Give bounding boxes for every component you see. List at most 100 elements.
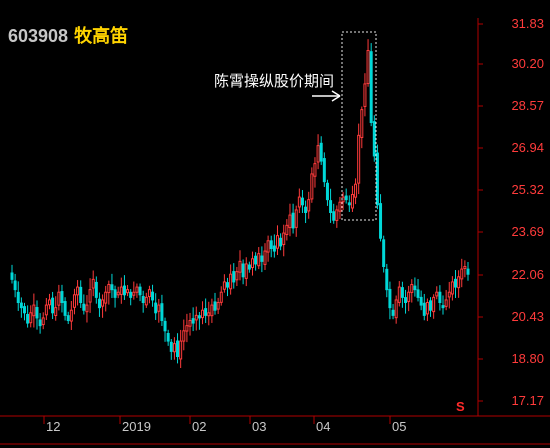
candle-up bbox=[101, 299, 105, 307]
candle-down bbox=[419, 296, 423, 306]
candle-down bbox=[138, 286, 142, 296]
candle-down bbox=[379, 203, 383, 239]
candle-up bbox=[354, 183, 358, 198]
candle-down bbox=[169, 341, 173, 352]
price-tick-label: 20.43 bbox=[511, 309, 544, 324]
candle-up bbox=[294, 209, 298, 228]
candle-down bbox=[26, 313, 30, 324]
candle-up bbox=[182, 330, 186, 342]
candle-down bbox=[82, 303, 86, 311]
price-tick-label: 22.06 bbox=[511, 267, 544, 282]
candle-down bbox=[22, 306, 26, 314]
candle-up bbox=[216, 302, 220, 310]
candle-up bbox=[172, 343, 176, 353]
candle-down bbox=[438, 291, 442, 304]
candle-up bbox=[313, 163, 317, 177]
candle-up bbox=[425, 302, 429, 315]
candle-down bbox=[300, 197, 304, 206]
candle-down bbox=[422, 302, 426, 316]
candle-up bbox=[194, 314, 198, 321]
candle-down bbox=[279, 237, 283, 247]
price-tick-label: 30.20 bbox=[511, 56, 544, 71]
candle-down bbox=[226, 282, 230, 288]
candle-up bbox=[266, 240, 270, 253]
candle-up bbox=[207, 312, 211, 317]
candle-up bbox=[104, 291, 108, 304]
candle-up bbox=[275, 235, 279, 249]
candle-up bbox=[447, 291, 451, 298]
candle-down bbox=[176, 340, 180, 358]
candle-up bbox=[76, 286, 80, 296]
candle-up bbox=[147, 289, 151, 298]
candle-down bbox=[16, 291, 20, 304]
candle-up bbox=[44, 304, 48, 316]
candle-up bbox=[126, 289, 130, 294]
candle-down bbox=[404, 297, 408, 304]
candle-up bbox=[285, 224, 289, 236]
candle-up bbox=[88, 289, 92, 303]
candle-down bbox=[329, 200, 333, 214]
candle-down bbox=[347, 202, 351, 206]
candle-up bbox=[144, 296, 148, 306]
candle-up bbox=[316, 145, 320, 163]
price-tick-label: 28.57 bbox=[511, 98, 544, 113]
candle-down bbox=[141, 296, 145, 304]
candle-up bbox=[310, 173, 314, 200]
candle-down bbox=[416, 289, 420, 298]
candle-up bbox=[432, 296, 436, 313]
candle-down bbox=[10, 272, 14, 280]
candle-down bbox=[197, 315, 201, 319]
candle-up bbox=[210, 304, 214, 317]
candle-down bbox=[382, 239, 386, 268]
candle-down bbox=[13, 280, 17, 291]
candle-up bbox=[29, 312, 33, 324]
candle-down bbox=[325, 182, 329, 201]
candle-down bbox=[66, 315, 70, 322]
candle-up bbox=[91, 278, 95, 289]
candle-down bbox=[304, 206, 308, 213]
candle-down bbox=[388, 288, 392, 309]
price-tick-label: 26.94 bbox=[511, 140, 544, 155]
candle-up bbox=[350, 193, 354, 209]
candle-up bbox=[282, 232, 286, 245]
candle-down bbox=[166, 332, 170, 342]
candle-down bbox=[38, 319, 42, 327]
sell-signal-marker[interactable]: S bbox=[456, 399, 465, 414]
candle-up bbox=[72, 294, 76, 308]
stock-title: 603908 牧高笛 bbox=[8, 22, 128, 48]
candle-up bbox=[185, 325, 189, 332]
candle-down bbox=[391, 309, 395, 316]
candle-down bbox=[375, 152, 379, 206]
candle-down bbox=[413, 285, 417, 291]
candle-up bbox=[107, 284, 111, 294]
candle-up bbox=[244, 263, 248, 279]
candle-up bbox=[288, 214, 292, 229]
candle-up bbox=[135, 286, 139, 293]
candle-up bbox=[307, 199, 311, 212]
candle-down bbox=[51, 297, 55, 314]
candle-up bbox=[116, 291, 120, 296]
candle-down bbox=[254, 255, 258, 265]
candle-down bbox=[322, 158, 326, 183]
candle-down bbox=[385, 268, 389, 291]
candle-up bbox=[457, 276, 461, 289]
candle-down bbox=[272, 245, 276, 252]
manipulation-period-label: 陈霄操纵股价期间 bbox=[214, 72, 335, 90]
candle-up bbox=[54, 307, 58, 316]
annotation-arrow-head bbox=[331, 90, 341, 102]
candle-down bbox=[113, 289, 117, 298]
candle-up bbox=[69, 309, 73, 322]
candle-down bbox=[260, 255, 264, 262]
candle-up bbox=[444, 299, 448, 307]
price-tick-label: 17.17 bbox=[511, 393, 544, 408]
stock-code: 603908 bbox=[8, 26, 69, 46]
candle-down bbox=[129, 291, 133, 298]
candle-up bbox=[297, 196, 301, 208]
price-tick-label: 23.69 bbox=[511, 224, 544, 239]
candle-down bbox=[213, 301, 217, 311]
candle-down bbox=[372, 121, 376, 157]
manipulation-period-box bbox=[341, 31, 377, 221]
candle-up bbox=[338, 201, 342, 212]
